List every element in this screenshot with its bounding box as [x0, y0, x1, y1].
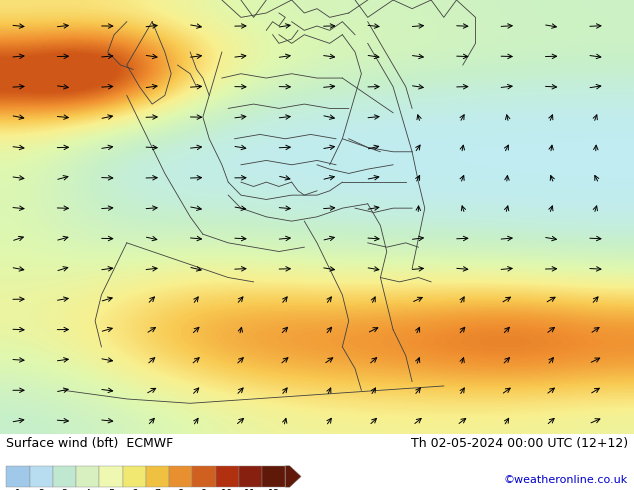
Text: Surface wind (bft)  ECMWF: Surface wind (bft) ECMWF — [6, 437, 174, 450]
Bar — [216, 466, 239, 487]
Bar — [122, 466, 146, 487]
Bar — [146, 466, 169, 487]
Text: Th 02-05-2024 00:00 UTC (12+12): Th 02-05-2024 00:00 UTC (12+12) — [411, 437, 628, 450]
Bar — [6, 466, 30, 487]
FancyArrow shape — [285, 466, 301, 487]
Bar — [76, 466, 100, 487]
Bar — [53, 466, 76, 487]
Bar — [192, 466, 216, 487]
Bar — [262, 466, 285, 487]
Bar — [169, 466, 192, 487]
Bar — [30, 466, 53, 487]
Bar — [100, 466, 122, 487]
Text: ©weatheronline.co.uk: ©weatheronline.co.uk — [503, 475, 628, 485]
Bar — [239, 466, 262, 487]
